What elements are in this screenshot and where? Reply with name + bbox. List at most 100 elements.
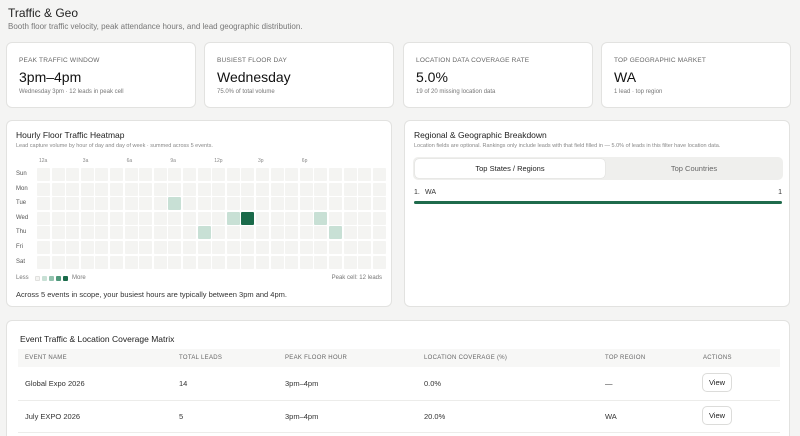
kpi-value: Wednesday — [217, 69, 291, 85]
cell-top-region: — — [605, 379, 613, 388]
day-label: Mon — [16, 185, 28, 192]
heatmap-cell — [183, 211, 196, 225]
heatmap-cell — [183, 182, 196, 196]
heatmap-cell — [226, 168, 240, 181]
kpi-label: PEAK TRAFFIC WINDOW — [19, 57, 100, 64]
region-list-item: 1. WA 1 — [414, 189, 782, 207]
heatmap-description: Lead capture volume by hour of day and d… — [16, 143, 213, 149]
kpi-label: BUSIEST FLOOR DAY — [217, 57, 287, 64]
heatmap-cell — [124, 168, 138, 181]
heatmap-cell — [372, 255, 386, 269]
heatmap-cell — [95, 211, 109, 225]
heatmap-cell — [37, 255, 50, 269]
heatmap-cell — [343, 197, 357, 211]
heatmap-cell — [66, 255, 80, 269]
heatmap-cell — [80, 168, 94, 181]
heatmap-cell — [226, 241, 240, 254]
heatmap-cell — [197, 168, 211, 181]
heatmap-cell — [358, 211, 372, 225]
view-button[interactable]: View — [702, 406, 732, 425]
tab-top-countries[interactable]: Top Countries — [670, 164, 718, 173]
heatmap-cell — [153, 241, 167, 254]
heatmap-cell — [124, 182, 138, 196]
heatmap-cell — [124, 197, 138, 211]
heatmap-cell — [343, 241, 357, 254]
page-title: Traffic & Geo — [8, 6, 79, 20]
heatmap-cell — [372, 182, 386, 196]
heatmap-cell — [183, 168, 196, 181]
heatmap-cell — [241, 226, 255, 240]
hour-label: 3p — [258, 158, 264, 164]
heatmap-cell — [168, 241, 182, 254]
heatmap-cell — [358, 226, 372, 240]
hour-label: 6a — [126, 158, 133, 164]
heatmap-cell — [95, 255, 109, 269]
heatmap-cell — [299, 255, 313, 269]
heatmap-cell — [139, 255, 153, 269]
regional-card: Regional & Geographic Breakdown Location… — [404, 120, 790, 307]
hour-label: 3a — [82, 158, 89, 164]
view-button[interactable]: View — [702, 373, 732, 392]
day-label: Sat — [16, 258, 26, 265]
heatmap-cell — [372, 197, 386, 211]
heatmap-cell — [95, 197, 109, 211]
heatmap-cell — [183, 226, 196, 240]
heatmap-cell — [314, 211, 328, 225]
kpi-sub: Wednesday 3pm · 12 leads in peak cell — [19, 89, 124, 95]
region-count: 1 — [778, 189, 782, 196]
heatmap-cell — [241, 255, 255, 269]
tab-top-states[interactable]: Top States / Regions — [415, 159, 605, 178]
heatmap-cell — [270, 241, 284, 254]
heatmap-cell — [95, 226, 109, 240]
heatmap-cell — [183, 255, 196, 269]
heatmap-cell — [358, 197, 372, 211]
kpi-value: 3pm–4pm — [19, 69, 82, 85]
heatmap-cell — [124, 241, 138, 254]
heatmap-cell — [314, 182, 328, 196]
legend-swatch — [49, 276, 54, 281]
heatmap-cell — [299, 241, 313, 254]
heatmap-cell — [95, 182, 109, 196]
heatmap-cell — [256, 168, 269, 181]
heatmap-cell — [168, 182, 182, 196]
hour-label: 9a — [170, 158, 176, 164]
heatmap-cell — [358, 241, 372, 254]
heatmap-cell — [110, 255, 123, 269]
heatmap-cell — [80, 226, 94, 240]
day-label: Thu — [16, 229, 27, 236]
heatmap-title: Hourly Floor Traffic Heatmap — [16, 130, 125, 140]
heatmap-cell — [256, 182, 269, 196]
heatmap-cell — [110, 211, 123, 225]
heatmap-cell — [37, 182, 50, 196]
heatmap-cell — [80, 211, 94, 225]
heatmap-cell — [168, 197, 182, 211]
kpi-card-location-coverage: LOCATION DATA COVERAGE RATE 5.0% 19 of 2… — [403, 42, 593, 108]
day-label: Tue — [16, 200, 27, 207]
heatmap-cell — [197, 226, 211, 240]
kpi-value: 5.0% — [416, 69, 448, 85]
heatmap-cell — [329, 226, 342, 240]
heatmap-cell — [66, 241, 80, 254]
cell-location-coverage: 0.0% — [424, 379, 442, 388]
heatmap-cell — [197, 241, 211, 254]
kpi-sub: 19 of 20 missing location data — [416, 89, 496, 95]
heatmap-cell — [153, 182, 167, 196]
regional-description: Location fields are optional. Rankings o… — [414, 143, 721, 149]
heatmap-cell — [299, 197, 313, 211]
heatmap-cell — [314, 226, 328, 240]
col-location-coverage: LOCATION COVERAGE (%) — [424, 355, 508, 361]
heatmap-cell — [197, 197, 211, 211]
heatmap-cell — [51, 182, 65, 196]
heatmap-cell — [153, 211, 167, 225]
heatmap-cell — [212, 168, 226, 181]
heatmap-cell — [241, 211, 255, 225]
legend-more-label: More — [72, 275, 86, 281]
heatmap-cell — [80, 255, 94, 269]
heatmap-cell — [226, 226, 240, 240]
heatmap-cell — [80, 182, 94, 196]
matrix-title: Event Traffic & Location Coverage Matrix — [20, 334, 175, 344]
heatmap-cell — [197, 182, 211, 196]
cell-top-region: WA — [605, 412, 617, 421]
col-total-leads: TOTAL LEADS — [179, 355, 223, 361]
heatmap-cell — [37, 197, 50, 211]
